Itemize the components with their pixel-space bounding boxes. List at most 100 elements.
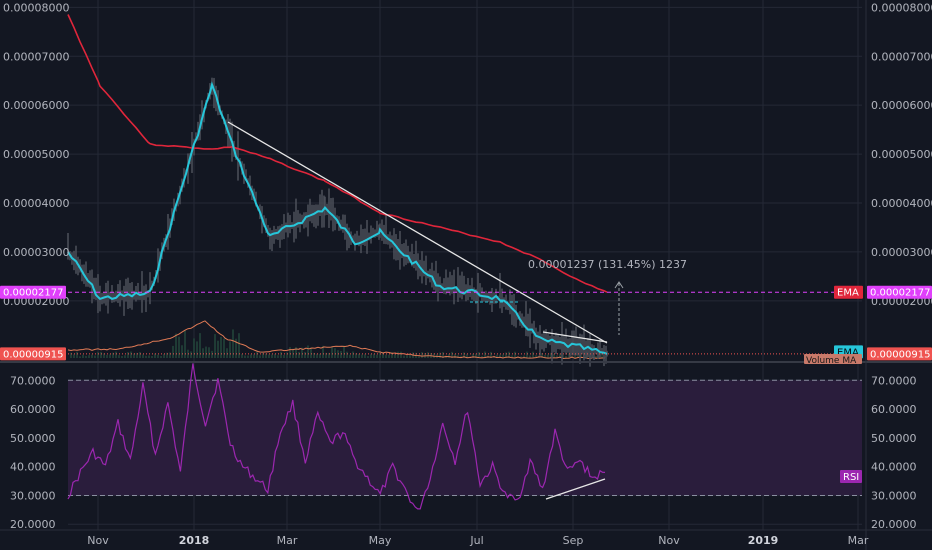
volume-bar <box>346 351 348 358</box>
volume-bar <box>70 352 72 358</box>
rsi-tick-label: 40.0000 <box>871 461 917 474</box>
volume-bar <box>559 353 561 358</box>
volume-bar <box>139 352 141 358</box>
last-price-left: 0.00000915 <box>3 349 63 360</box>
last-price-badge-left: 0.00000915 <box>0 347 66 361</box>
volume-bar <box>565 355 567 358</box>
volume-bar <box>547 354 549 358</box>
volume-bar <box>244 355 246 358</box>
volume-bar <box>283 354 285 358</box>
volume-bar <box>88 355 90 358</box>
volume-bar <box>592 355 594 358</box>
volume-bar <box>145 355 147 358</box>
rsi-tick-label: 70.0000 <box>871 374 917 387</box>
time-tick-label: Nov <box>658 534 680 547</box>
volume-bar <box>109 354 111 358</box>
volume-bar <box>82 354 84 358</box>
volume-bar <box>199 333 201 358</box>
volume-bar <box>379 351 381 358</box>
rsi-line <box>67 363 606 510</box>
volume-bar <box>556 355 558 358</box>
volume-bar <box>166 352 168 358</box>
volume-ma-line <box>67 320 605 360</box>
volume-bar <box>91 354 93 358</box>
volume-bar <box>136 352 138 358</box>
volume-bar <box>265 353 267 358</box>
price-tick-label: 0.00003000 <box>871 246 932 259</box>
trendline-upper[interactable] <box>227 121 608 344</box>
volume-ma-badge: Volume MA <box>804 354 862 366</box>
price-tick-label: 0.00007000 <box>3 50 69 63</box>
ema-long-price-badge-right: 0.00002177 <box>867 285 932 299</box>
volume-bar <box>586 351 588 358</box>
volume-bar <box>121 356 123 358</box>
price-tick-label: 0.00005000 <box>871 148 932 161</box>
volume-bar <box>214 334 216 358</box>
rsi-label: RSI <box>843 472 859 483</box>
time-tick-label: Nov <box>87 534 109 547</box>
volume-bar <box>124 355 126 358</box>
volume-bar <box>481 355 483 358</box>
rsi-tick-label: 40.0000 <box>10 461 56 474</box>
volume-bar <box>568 353 570 358</box>
rsi-tick-label: 20.0000 <box>10 518 56 531</box>
volume-bar <box>196 341 198 358</box>
volume-bar <box>250 354 252 358</box>
volume-bar <box>535 355 537 358</box>
rsi-trendline[interactable] <box>545 478 606 500</box>
rsi-axis-left[interactable]: 70.0000 60.0000 50.0000 40.0000 30.0000 20.00… <box>10 374 56 531</box>
volume-bar <box>172 345 174 358</box>
volume-bar <box>142 354 144 358</box>
rsi-axis-right[interactable]: 70.0000 60.0000 50.0000 40.0000 30.0000 20.00… <box>871 374 917 531</box>
rsi-tick-label: 60.0000 <box>871 403 917 416</box>
price-tick-label: 0.00006000 <box>871 99 932 112</box>
volume-bar <box>439 352 441 358</box>
volume-bar <box>553 353 555 358</box>
price-tick-label: 0.00005000 <box>3 148 69 161</box>
time-tick-label: 2018 <box>179 534 210 547</box>
volume-bar <box>220 336 222 358</box>
volume-bar <box>301 347 303 358</box>
volume-bar <box>127 352 129 358</box>
volume-bar <box>184 330 186 358</box>
volume-bar <box>514 351 516 358</box>
volume-bar <box>448 354 450 358</box>
ema-long-label: EMA <box>837 288 859 299</box>
volume-bar <box>409 353 411 358</box>
volume-bar <box>340 350 342 358</box>
volume-bar <box>223 338 225 358</box>
volume-bar <box>541 353 543 358</box>
volume-bar <box>520 356 522 358</box>
volume-bar <box>385 354 387 358</box>
volume-bar <box>217 340 219 358</box>
rsi-tick-label: 50.0000 <box>871 432 917 445</box>
volume-bar <box>190 351 192 358</box>
volume-bar <box>526 351 528 358</box>
volume-bar <box>394 354 396 358</box>
time-axis[interactable]: Nov 2018 Mar May Jul Sep Nov 2019 Mar <box>87 534 869 547</box>
volume-bar <box>208 347 210 358</box>
volume-bar <box>316 353 318 358</box>
price-axis-right[interactable]: 0.00008000 0.00007000 0.00006000 0.00005000… <box>871 1 932 308</box>
volume-bar <box>454 354 456 358</box>
rsi-tick-label: 30.0000 <box>871 489 917 502</box>
volume-bar <box>373 353 375 358</box>
volume-bar <box>463 352 465 358</box>
volume-bar <box>403 355 405 358</box>
volume-bar <box>427 352 429 358</box>
volume-bar <box>112 352 114 358</box>
volume-bar <box>235 338 237 358</box>
time-tick-label: Mar <box>277 534 298 547</box>
volume-bar <box>313 352 315 358</box>
volume-bar <box>580 354 582 358</box>
volume-bar <box>76 351 78 358</box>
time-tick-label: 2019 <box>748 534 779 547</box>
trendline-lower[interactable] <box>542 331 608 343</box>
price-tick-label: 0.00008000 <box>3 1 69 14</box>
volume-bar <box>238 333 240 358</box>
volume-bar <box>274 354 276 358</box>
volume-bar <box>457 355 459 358</box>
volume-bar <box>241 354 243 358</box>
volume-bar <box>484 351 486 358</box>
